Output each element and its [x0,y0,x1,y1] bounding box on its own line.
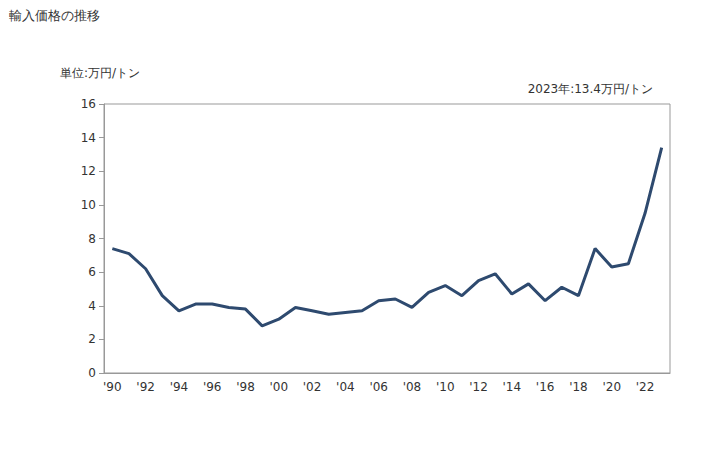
svg-text:輸入価格の推移: 輸入価格の推移 [9,8,100,23]
svg-text:6: 6 [88,265,96,279]
svg-text:'18: '18 [569,380,588,394]
svg-text:4: 4 [88,299,96,313]
svg-text:'08: '08 [403,380,422,394]
svg-text:'04: '04 [336,380,355,394]
svg-text:'06: '06 [369,380,388,394]
svg-text:14: 14 [81,131,96,145]
svg-text:0: 0 [88,366,96,380]
svg-text:10: 10 [81,198,96,212]
svg-text:'92: '92 [136,380,155,394]
svg-text:12: 12 [81,164,96,178]
svg-text:'20: '20 [602,380,621,394]
svg-text:'02: '02 [303,380,322,394]
svg-text:16: 16 [81,97,96,111]
svg-text:'00: '00 [270,380,289,394]
svg-text:'12: '12 [469,380,488,394]
svg-text:'14: '14 [503,380,522,394]
svg-text:'94: '94 [170,380,189,394]
svg-text:単位:万円/トン: 単位:万円/トン [60,66,140,80]
svg-text:2023年:13.4万円/トン: 2023年:13.4万円/トン [528,82,653,96]
svg-text:'10: '10 [436,380,455,394]
svg-text:8: 8 [88,232,96,246]
svg-text:'90: '90 [103,380,122,394]
svg-text:'22: '22 [636,380,655,394]
svg-text:'98: '98 [236,380,255,394]
svg-text:2: 2 [88,332,96,346]
svg-text:'16: '16 [536,380,555,394]
svg-text:'96: '96 [203,380,222,394]
